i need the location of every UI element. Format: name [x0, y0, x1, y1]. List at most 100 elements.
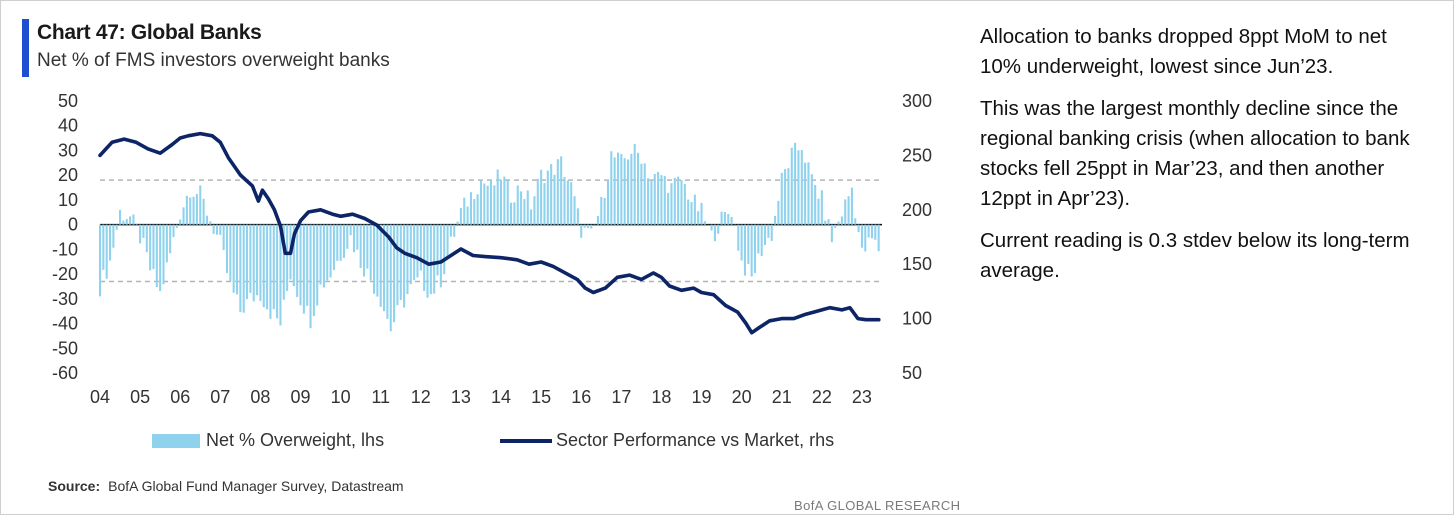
bar	[456, 221, 459, 225]
x-tick-label: 14	[491, 387, 511, 407]
bar	[182, 207, 185, 225]
bar	[663, 175, 666, 225]
bar	[372, 224, 376, 294]
bar	[697, 211, 700, 225]
bar	[790, 147, 793, 225]
bar	[122, 220, 125, 225]
x-tick-label: 10	[331, 387, 351, 407]
bar	[449, 224, 452, 237]
commentary-paragraph-2: This was the largest monthly decline sin…	[980, 97, 1410, 210]
bar	[586, 224, 589, 228]
bar	[383, 224, 386, 312]
bar	[573, 196, 576, 225]
bar	[195, 194, 198, 225]
y-right-tick-label: 300	[902, 91, 932, 111]
bar	[804, 162, 807, 225]
bar	[225, 224, 229, 274]
bar	[850, 187, 853, 225]
bar	[242, 224, 245, 313]
x-tick-label: 11	[371, 387, 390, 407]
bar	[817, 198, 820, 225]
bar	[874, 224, 877, 240]
bar	[352, 224, 356, 253]
bar	[667, 192, 670, 225]
bar	[877, 224, 880, 252]
x-tick-label: 05	[130, 387, 150, 407]
bar	[560, 156, 563, 225]
x-tick-label: 20	[732, 387, 752, 407]
bar	[596, 215, 599, 225]
source-label: Source:	[48, 478, 101, 494]
y-right-tick-label: 100	[902, 309, 932, 329]
bar	[630, 153, 633, 225]
bar	[386, 224, 389, 319]
bar	[139, 224, 142, 244]
y-left-tick-label: -30	[52, 289, 78, 309]
bar	[606, 180, 610, 225]
bar	[319, 224, 322, 285]
bar	[837, 221, 840, 225]
bar	[730, 216, 733, 225]
bar	[727, 213, 730, 225]
legend-bars-label: Net % Overweight, lhs	[206, 430, 385, 450]
bar	[346, 224, 349, 249]
commentary-paragraph-3: Current reading is 0.3 stdev below its l…	[980, 229, 1410, 282]
bar	[393, 224, 396, 323]
bar	[493, 185, 496, 225]
bar	[753, 224, 757, 274]
bar	[496, 169, 499, 225]
bar	[149, 224, 152, 271]
bar	[683, 184, 686, 225]
bar	[272, 224, 275, 310]
bar	[256, 224, 259, 296]
bar	[108, 224, 112, 261]
bar	[142, 224, 145, 238]
y-left-tick-label: 0	[68, 215, 78, 235]
bar	[443, 224, 446, 275]
commentary-panel: Allocation to banks dropped 8ppt MoM to …	[980, 22, 1430, 298]
x-tick-label: 15	[531, 387, 551, 407]
bar	[376, 224, 379, 297]
chart-plot: 50403020100-10-20-30-40-50-6030025020015…	[52, 91, 932, 407]
bar	[633, 144, 636, 225]
y-left-tick-label: -40	[52, 314, 78, 334]
bar	[419, 224, 422, 271]
bar	[219, 224, 222, 235]
bar	[476, 194, 479, 225]
x-tick-label: 22	[812, 387, 832, 407]
bar	[369, 224, 372, 281]
bar	[222, 224, 225, 251]
bar	[760, 224, 763, 257]
legend-line-label: Sector Performance vs Market, rhs	[556, 430, 835, 450]
bar	[302, 224, 305, 314]
x-tick-label: 07	[210, 387, 230, 407]
x-tick-label: 04	[90, 387, 110, 407]
source-note: Source: BofA Global Fund Manager Survey, …	[48, 478, 404, 494]
x-tick-label: 06	[170, 387, 190, 407]
bar	[703, 221, 706, 225]
bar	[316, 224, 319, 306]
y-left-tick-label: -10	[52, 239, 78, 259]
bar	[252, 224, 255, 302]
bar	[155, 224, 158, 287]
bar	[847, 196, 850, 225]
bar	[205, 215, 208, 225]
bar	[807, 162, 810, 225]
bar	[469, 192, 472, 225]
bar	[677, 176, 680, 225]
footer-brand: BofA GLOBAL RESEARCH	[794, 498, 961, 513]
bar	[399, 224, 402, 300]
legend-bars: Net % Overweight, lhs	[152, 430, 384, 451]
bar	[834, 224, 837, 228]
bar	[647, 178, 650, 225]
bar	[857, 224, 860, 233]
x-tick-label: 19	[692, 387, 712, 407]
bar	[145, 224, 148, 253]
bar	[389, 224, 392, 332]
y-right-tick-label: 200	[902, 200, 932, 220]
y-left-tick-label: 30	[58, 140, 78, 160]
bar	[516, 185, 519, 225]
bar	[566, 180, 569, 225]
bar	[713, 224, 716, 242]
commentary-paragraph-1: Allocation to banks dropped 8ppt MoM to …	[980, 25, 1387, 78]
